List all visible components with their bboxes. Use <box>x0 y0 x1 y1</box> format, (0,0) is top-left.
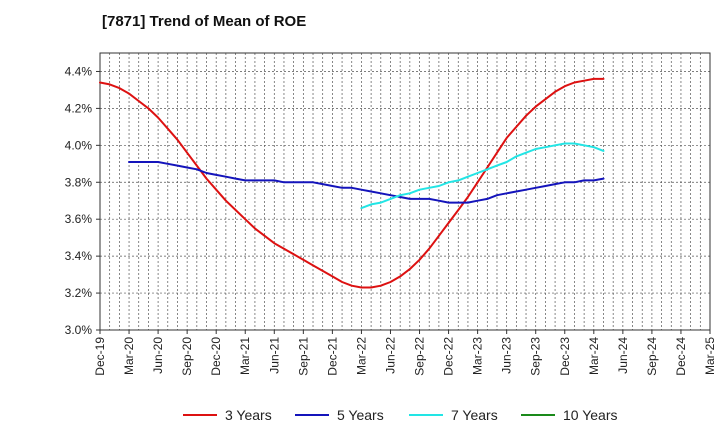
y-tick-label: 4.2% <box>65 101 93 115</box>
series-line-5-years <box>128 161 605 204</box>
legend-item-5-years: 5 Years <box>295 404 384 426</box>
y-tick-label: 4.4% <box>65 64 93 78</box>
x-tick-label: Sep-21 <box>296 337 310 376</box>
x-tick-label: Dec-19 <box>93 337 107 376</box>
chart-title: [7871] Trend of Mean of ROE <box>102 13 307 30</box>
legend-swatch-10-years <box>521 414 555 416</box>
x-tick-label: Sep-20 <box>180 337 194 376</box>
series-lines <box>99 77 605 289</box>
x-tick-label: Dec-23 <box>558 337 572 376</box>
x-tick-label: Jun-24 <box>616 337 630 374</box>
legend-swatch-3-years <box>183 414 217 416</box>
x-tick-label: Mar-21 <box>238 337 252 375</box>
x-tick-label: Sep-23 <box>529 337 543 376</box>
series-line-3-years <box>99 77 605 289</box>
legend-label-7-years: 7 Years <box>451 407 498 423</box>
legend-item-7-years: 7 Years <box>409 404 498 426</box>
legend: 3 Years 5 Years 7 Years 10 Years <box>0 404 720 426</box>
x-tick-label: Sep-22 <box>413 337 427 376</box>
x-tick-label: Dec-22 <box>442 337 456 376</box>
legend-label-10-years: 10 Years <box>563 407 618 423</box>
y-axis: 3.0% 3.2% 3.4% 3.6% 3.8% 4.0% 4.2% 4.4% <box>65 64 100 337</box>
x-tick-label: Mar-22 <box>354 337 368 375</box>
legend-item-3-years: 3 Years <box>183 404 272 426</box>
y-tick-label: 4.0% <box>65 138 93 152</box>
x-tick-label: Mar-24 <box>587 337 601 375</box>
x-tick-label: Sep-24 <box>645 337 659 376</box>
legend-swatch-7-years <box>409 414 443 416</box>
x-tick-label: Mar-23 <box>471 337 485 375</box>
gridlines <box>99 53 711 331</box>
x-axis: Dec-19 Mar-20 Jun-20 Sep-20 Dec-20 Mar-21 Jun-… <box>93 330 717 376</box>
y-tick-label: 3.6% <box>65 212 93 226</box>
x-tick-label: Dec-21 <box>325 337 339 376</box>
legend-swatch-5-years <box>295 414 329 416</box>
y-tick-label: 3.2% <box>65 286 93 300</box>
legend-label-3-years: 3 Years <box>225 407 272 423</box>
x-tick-label: Mar-20 <box>122 337 136 375</box>
x-tick-label: Jun-20 <box>151 337 165 374</box>
x-tick-label: Jun-21 <box>267 337 281 374</box>
legend-item-10-years: 10 Years <box>521 404 618 426</box>
x-tick-label: Mar-25 <box>703 337 717 375</box>
y-tick-label: 3.0% <box>65 323 93 337</box>
x-tick-label: Jun-22 <box>383 337 397 374</box>
y-tick-label: 3.4% <box>65 249 93 263</box>
x-tick-label: Dec-24 <box>674 337 688 376</box>
x-tick-label: Jun-23 <box>500 337 514 374</box>
plot-area-border <box>99 52 711 331</box>
legend-label-5-years: 5 Years <box>337 407 384 423</box>
y-tick-label: 3.8% <box>65 175 93 189</box>
x-tick-label: Dec-20 <box>209 337 223 376</box>
series-line-7-years <box>360 142 605 210</box>
